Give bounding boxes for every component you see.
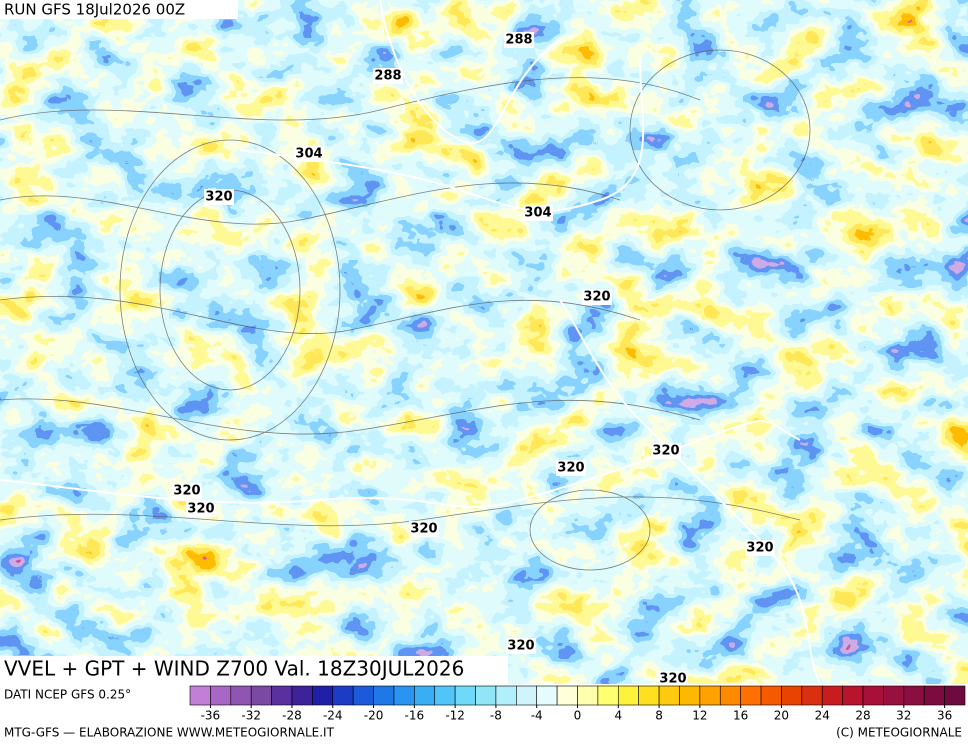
contour-label-bg <box>373 68 403 84</box>
color-swatch <box>597 685 619 706</box>
color-swatch <box>373 685 395 706</box>
contour-label: 320 <box>507 639 534 654</box>
contour-label-bg <box>504 32 534 48</box>
colorbar-tick-label: -24 <box>323 709 343 723</box>
contour-label-bg <box>556 460 586 476</box>
title-box <box>0 656 508 684</box>
color-swatch <box>393 685 415 706</box>
color-swatch <box>862 685 884 706</box>
contour-label: 288 <box>374 69 401 84</box>
color-swatch <box>495 685 517 706</box>
contour-label: 304 <box>524 206 551 221</box>
color-swatch <box>638 685 660 706</box>
contour-label: 320 <box>173 484 200 499</box>
footer-right: (C) METEOGIORNALE <box>836 726 962 740</box>
colorbar-tick-label: 36 <box>937 709 952 723</box>
contour-label-bg <box>172 483 202 499</box>
contour-label-bg <box>186 501 216 517</box>
contour-label: 304 <box>295 147 322 162</box>
contour-label-bg <box>204 189 234 205</box>
map: 288 288 304 304 320 320 320 320 320 320 320 320 320 3… <box>0 0 968 687</box>
colorbar-tick-label: 16 <box>733 709 748 723</box>
contour-label-bg <box>745 540 775 556</box>
color-swatch <box>271 685 293 706</box>
contour-label-bg <box>409 521 439 537</box>
vertical-velocity-field <box>0 0 968 684</box>
color-swatch <box>760 685 782 706</box>
color-swatch <box>312 685 334 706</box>
contour-label-bg <box>651 443 681 459</box>
contour-label: 320 <box>583 290 610 305</box>
contour-label: 320 <box>410 522 437 537</box>
colorbar-tick-label: 24 <box>815 709 830 723</box>
contour-label-bg <box>658 671 688 687</box>
colorbar-tick-label: -32 <box>241 709 261 723</box>
map-title: VVEL + GPT + WIND Z700 Val. 18Z30JUL2026 <box>4 657 464 681</box>
color-swatch <box>536 685 558 706</box>
contour-label: 320 <box>659 672 686 687</box>
header-box <box>0 0 238 19</box>
source-label: DATI NCEP GFS 0.25° <box>4 688 131 702</box>
contour-label: 320 <box>557 461 584 476</box>
color-swatch <box>475 685 497 706</box>
color-swatch <box>230 685 252 706</box>
contour-label: 288 <box>505 33 532 48</box>
color-swatch <box>291 685 313 706</box>
color-swatch <box>414 685 436 706</box>
contour-label: 320 <box>205 190 232 205</box>
run-label: RUN GFS 18Jul2026 00Z <box>4 1 185 19</box>
colorbar-tick-label: -20 <box>364 709 384 723</box>
color-swatch <box>719 685 741 706</box>
contour-label-bg <box>523 205 553 221</box>
color-swatch <box>250 685 272 706</box>
colorbar-tick-label: 28 <box>855 709 870 723</box>
color-swatch <box>434 685 456 706</box>
color-swatch <box>842 685 864 706</box>
color-swatch <box>617 685 639 706</box>
colorbar-tick-label: -12 <box>445 709 465 723</box>
legend: DATI NCEP GFS 0.25° -36 -32 -28 -24 -20 -16 -1… <box>4 685 966 723</box>
colorbar-tick-label: 20 <box>774 709 789 723</box>
color-swatch <box>658 685 680 706</box>
color-swatch <box>556 685 578 706</box>
streamlines <box>0 49 811 571</box>
contour-label: 320 <box>746 541 773 556</box>
colorbar-tick-label: -8 <box>490 709 502 723</box>
colorbar-tick-label: -4 <box>531 709 543 723</box>
color-swatch <box>781 685 803 706</box>
colorbar-tick-label: -36 <box>201 709 221 723</box>
contour-label: 320 <box>187 502 214 517</box>
color-swatch <box>821 685 843 706</box>
colorbar-tick-label: 8 <box>655 709 663 723</box>
colorbar-tick-label: 4 <box>614 709 622 723</box>
contour-label-bg <box>294 146 324 162</box>
color-swatch <box>577 685 599 706</box>
colorbar-tick-label: 12 <box>692 709 707 723</box>
color-swatch <box>454 685 476 706</box>
color-swatch <box>210 685 232 706</box>
color-swatch <box>699 685 721 706</box>
color-swatch <box>944 685 966 706</box>
color-swatch <box>516 685 538 706</box>
color-swatch <box>923 685 945 706</box>
color-swatch <box>352 685 374 706</box>
color-swatch <box>679 685 701 706</box>
contour-label: 320 <box>652 444 679 459</box>
colorbar-tick-label: -16 <box>405 709 425 723</box>
contour-label-bg <box>582 289 612 305</box>
colorbar-tick-label: 0 <box>574 709 582 723</box>
colorbar-tick-label: -28 <box>282 709 302 723</box>
contour-label-bg <box>506 638 536 654</box>
color-swatch <box>903 685 925 706</box>
footer-left: MTG-GFS — ELABORAZIONE WWW.METEOGIORNALE… <box>4 726 335 740</box>
color-swatch <box>740 685 762 706</box>
contour-labels: 288 288 304 304 320 320 320 320 320 320 320 320 320 3… <box>172 32 775 687</box>
color-swatch <box>189 685 211 706</box>
colorbar-tick-label: 32 <box>896 709 911 723</box>
color-swatch <box>332 685 354 706</box>
color-swatch <box>801 685 823 706</box>
color-swatch <box>883 685 905 706</box>
